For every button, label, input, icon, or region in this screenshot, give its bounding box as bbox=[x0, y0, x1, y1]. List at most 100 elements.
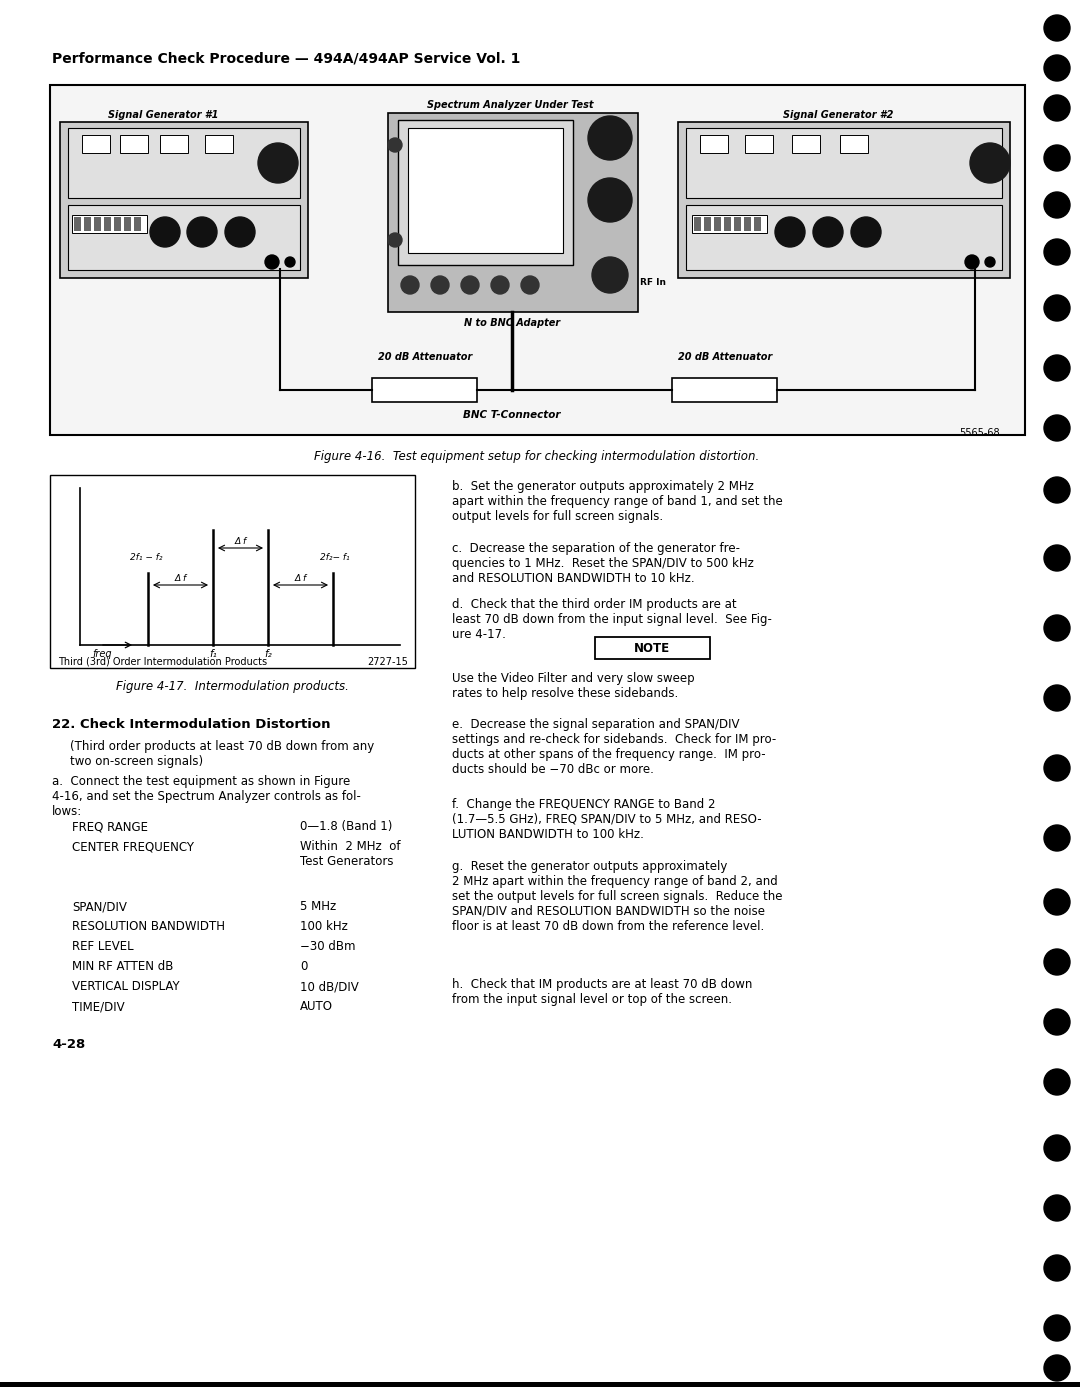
Bar bbox=[672, 379, 777, 402]
Bar bbox=[372, 379, 477, 402]
Bar bbox=[399, 121, 573, 265]
Bar bbox=[792, 135, 820, 153]
Circle shape bbox=[1044, 15, 1070, 42]
Text: 0—1.8 (Band 1): 0—1.8 (Band 1) bbox=[300, 820, 392, 834]
Text: CENTER FREQUENCY: CENTER FREQUENCY bbox=[72, 841, 194, 853]
Text: b.  Set the generator outputs approximately 2 MHz
apart within the frequency ran: b. Set the generator outputs approximate… bbox=[453, 480, 783, 523]
Text: 5565-68: 5565-68 bbox=[959, 429, 1000, 438]
Circle shape bbox=[431, 276, 449, 294]
Text: RF In: RF In bbox=[640, 277, 666, 287]
Bar bbox=[124, 216, 131, 232]
Bar bbox=[134, 216, 141, 232]
Text: 5 MHz: 5 MHz bbox=[300, 900, 336, 913]
Circle shape bbox=[985, 257, 995, 268]
Bar bbox=[68, 128, 300, 198]
Text: 20 dB Attenuator: 20 dB Attenuator bbox=[678, 352, 772, 362]
Polygon shape bbox=[388, 112, 638, 312]
Text: Third (3rd) Order Intermodulation Products: Third (3rd) Order Intermodulation Produc… bbox=[58, 657, 267, 667]
Text: −30 dBm: −30 dBm bbox=[300, 940, 355, 953]
Circle shape bbox=[401, 276, 419, 294]
Polygon shape bbox=[50, 474, 415, 669]
Circle shape bbox=[1044, 685, 1070, 712]
Text: BNC T-Connector: BNC T-Connector bbox=[463, 411, 561, 420]
Text: 100 kHz: 100 kHz bbox=[300, 920, 348, 933]
Circle shape bbox=[592, 257, 627, 293]
Circle shape bbox=[1044, 239, 1070, 265]
Text: d.  Check that the third order IM products are at
least 70 dB down from the inpu: d. Check that the third order IM product… bbox=[453, 598, 772, 641]
Text: MIN RF ATTEN dB: MIN RF ATTEN dB bbox=[72, 960, 174, 974]
Bar bbox=[692, 215, 767, 233]
Text: f₂: f₂ bbox=[265, 649, 272, 659]
Text: 2f₁ − f₂: 2f₁ − f₂ bbox=[130, 553, 162, 562]
Circle shape bbox=[150, 216, 180, 247]
Circle shape bbox=[1044, 825, 1070, 852]
Bar bbox=[704, 216, 711, 232]
Text: f.  Change the FREQUENCY RANGE to Band 2
(1.7—5.5 GHz), FREQ SPAN/DIV to 5 MHz, : f. Change the FREQUENCY RANGE to Band 2 … bbox=[453, 798, 761, 841]
Circle shape bbox=[1044, 191, 1070, 218]
Circle shape bbox=[588, 178, 632, 222]
Bar bbox=[68, 205, 300, 270]
Text: 10 dB/DIV: 10 dB/DIV bbox=[300, 981, 359, 993]
Bar bbox=[744, 216, 751, 232]
Text: Signal Generator #2: Signal Generator #2 bbox=[783, 110, 893, 121]
Circle shape bbox=[1044, 889, 1070, 915]
Bar bbox=[0, 1381, 1080, 1387]
Polygon shape bbox=[678, 122, 1010, 277]
Circle shape bbox=[521, 276, 539, 294]
Circle shape bbox=[265, 255, 279, 269]
Text: AUTO: AUTO bbox=[300, 1000, 333, 1013]
Bar bbox=[754, 216, 761, 232]
Bar bbox=[724, 216, 731, 232]
Circle shape bbox=[1044, 1196, 1070, 1221]
Text: 2727-15: 2727-15 bbox=[367, 657, 408, 667]
Text: NOTE: NOTE bbox=[634, 642, 670, 655]
Circle shape bbox=[970, 143, 1010, 183]
Text: g.  Reset the generator outputs approximately
2 MHz apart within the frequency r: g. Reset the generator outputs approxima… bbox=[453, 860, 783, 933]
Text: Spectrum Analyzer Under Test: Spectrum Analyzer Under Test bbox=[427, 100, 593, 110]
Text: N to BNC Adapter: N to BNC Adapter bbox=[464, 318, 561, 327]
Text: Performance Check Procedure — 494A/494AP Service Vol. 1: Performance Check Procedure — 494A/494AP… bbox=[52, 51, 521, 67]
Text: c.  Decrease the separation of the generator fre-
quencies to 1 MHz.  Reset the : c. Decrease the separation of the genera… bbox=[453, 542, 754, 585]
Text: Δ f: Δ f bbox=[234, 537, 246, 546]
Bar bbox=[686, 128, 1002, 198]
Circle shape bbox=[1044, 1355, 1070, 1381]
Bar bbox=[840, 135, 868, 153]
Text: Δ f: Δ f bbox=[295, 574, 307, 583]
Bar bbox=[104, 216, 111, 232]
Bar bbox=[84, 216, 91, 232]
Circle shape bbox=[258, 143, 298, 183]
Text: 20 dB Attenuator: 20 dB Attenuator bbox=[378, 352, 472, 362]
Circle shape bbox=[851, 216, 881, 247]
Bar bbox=[714, 216, 721, 232]
Text: Signal Generator #1: Signal Generator #1 bbox=[108, 110, 218, 121]
Text: 2f₂− f₁: 2f₂− f₁ bbox=[320, 553, 350, 562]
Text: freq: freq bbox=[92, 649, 111, 659]
Polygon shape bbox=[50, 85, 1025, 436]
Text: 4-28: 4-28 bbox=[52, 1037, 85, 1051]
Text: a.  Connect the test equipment as shown in Figure
4-16, and set the Spectrum Ana: a. Connect the test equipment as shown i… bbox=[52, 775, 361, 818]
Text: RESOLUTION BANDWIDTH: RESOLUTION BANDWIDTH bbox=[72, 920, 225, 933]
Circle shape bbox=[1044, 1135, 1070, 1161]
Circle shape bbox=[1044, 949, 1070, 975]
Text: e.  Decrease the signal separation and SPAN/DIV
settings and re-check for sideba: e. Decrease the signal separation and SP… bbox=[453, 718, 777, 775]
Text: 22. Check Intermodulation Distortion: 22. Check Intermodulation Distortion bbox=[52, 718, 330, 731]
Circle shape bbox=[813, 216, 843, 247]
Text: Figure 4-16.  Test equipment setup for checking intermodulation distortion.: Figure 4-16. Test equipment setup for ch… bbox=[314, 449, 759, 463]
Bar bbox=[114, 216, 121, 232]
Circle shape bbox=[1044, 1255, 1070, 1282]
Text: 0: 0 bbox=[300, 960, 308, 974]
Circle shape bbox=[775, 216, 805, 247]
Bar bbox=[205, 135, 233, 153]
Circle shape bbox=[1044, 94, 1070, 121]
Bar bbox=[82, 135, 110, 153]
Bar bbox=[94, 216, 102, 232]
Circle shape bbox=[1044, 146, 1070, 171]
Bar bbox=[75, 216, 81, 232]
Text: h.  Check that IM products are at least 70 dB down
from the input signal level o: h. Check that IM products are at least 7… bbox=[453, 978, 753, 1006]
Text: VERTICAL DISPLAY: VERTICAL DISPLAY bbox=[72, 981, 179, 993]
Circle shape bbox=[1044, 755, 1070, 781]
Text: Figure 4-17.  Intermodulation products.: Figure 4-17. Intermodulation products. bbox=[116, 680, 349, 694]
Bar bbox=[700, 135, 728, 153]
Circle shape bbox=[388, 137, 402, 153]
Bar bbox=[694, 216, 701, 232]
